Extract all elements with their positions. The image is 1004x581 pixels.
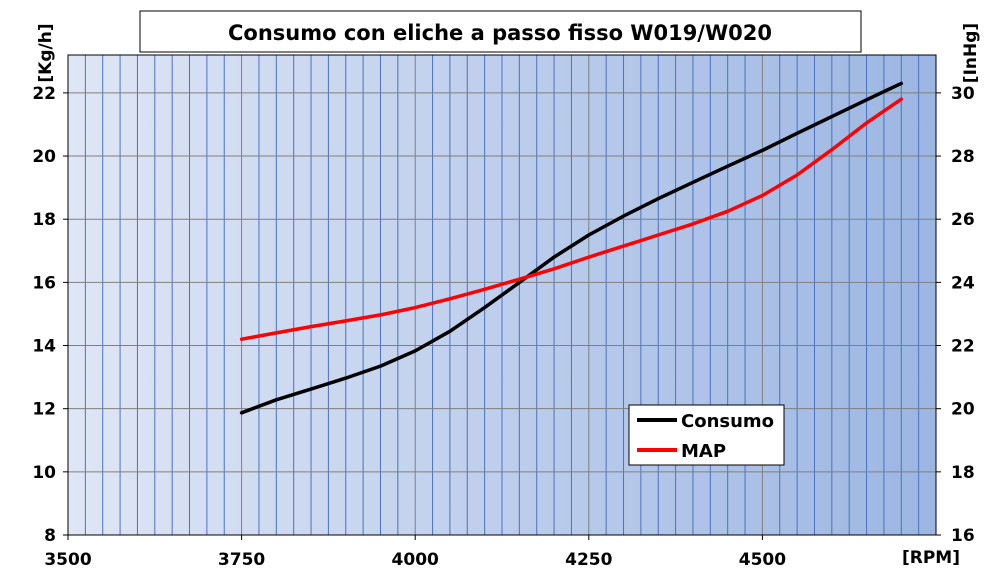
y-right-tick-label: 20 xyxy=(951,400,975,420)
axis-ticks: 3500 3750 4000 4250 4500 8 10 12 14 16 18 20 22 16 18 2… xyxy=(32,84,975,570)
y-right-tick-label: 18 xyxy=(951,463,975,483)
y-right-tick-label: 22 xyxy=(951,337,975,357)
x-tick-label: 3500 xyxy=(44,550,91,570)
y-right-tick-label: 24 xyxy=(951,273,975,293)
y-left-tick-label: 12 xyxy=(32,400,56,420)
x-tick-label: 4500 xyxy=(739,550,786,570)
y-left-tick-label: 8 xyxy=(44,526,56,546)
y-left-tick-label: 20 xyxy=(32,147,56,167)
x-tick-label: 4000 xyxy=(392,550,439,570)
legend-label-consumo: Consumo xyxy=(681,411,774,432)
y-axis-label-right: [InHg] xyxy=(961,23,981,83)
x-tick-label: 4250 xyxy=(565,550,612,570)
legend-box xyxy=(628,404,785,466)
series xyxy=(239,81,904,415)
series-line-map xyxy=(239,97,904,341)
y-left-tick-label: 10 xyxy=(32,463,56,483)
title-box xyxy=(139,10,862,53)
legend-label-map: MAP xyxy=(681,441,726,462)
legend: Consumo MAP xyxy=(628,404,785,466)
x-tick-label: 3750 xyxy=(218,550,265,570)
y-right-tick-label: 26 xyxy=(951,210,975,230)
chart-title: Consumo con eliche a passo fisso W019/W0… xyxy=(228,21,772,45)
series-line-consumo xyxy=(239,81,904,415)
y-right-tick-label: 16 xyxy=(951,526,975,546)
y-right-tick-label: 28 xyxy=(951,147,975,167)
y-left-tick-label: 14 xyxy=(32,337,56,357)
y-left-tick-label: 16 xyxy=(32,273,56,293)
y-axis-label-left: [Kg/h] xyxy=(36,23,56,82)
y-left-tick-label: 22 xyxy=(32,84,56,104)
y-left-tick-label: 18 xyxy=(32,210,56,230)
plot-border xyxy=(67,54,937,536)
y-right-tick-label: 30 xyxy=(951,84,975,104)
x-axis-label: [RPM] xyxy=(902,548,960,568)
